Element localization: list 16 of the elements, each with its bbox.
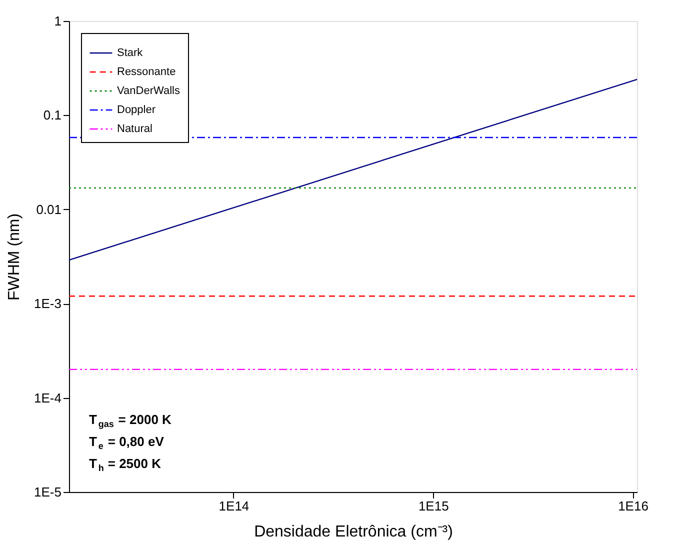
y-tick-label: 0.01 bbox=[36, 202, 62, 217]
y-tick-label: 1 bbox=[54, 14, 62, 28]
x-tick-label: 1E16 bbox=[618, 498, 648, 514]
x-tick-label: 1E14 bbox=[218, 498, 250, 514]
y-tick-label: 0.1 bbox=[43, 108, 62, 123]
legend-label: Ressonante bbox=[117, 66, 176, 78]
y-tick-label: 1E-3 bbox=[34, 296, 62, 312]
x-tick-label: 1E15 bbox=[418, 498, 449, 514]
legend-label: Natural bbox=[117, 123, 152, 135]
y-axis-title: FWHM (nm) bbox=[6, 213, 24, 301]
legend-label: Stark bbox=[117, 47, 144, 59]
legend-label: VanDerWalls bbox=[117, 85, 180, 97]
y-tick-label: 1E-5 bbox=[34, 484, 62, 500]
y-tick-label: 1E-4 bbox=[34, 390, 62, 406]
x-axis-title: Densidade Eletrônica (cm⁻³) bbox=[254, 524, 453, 540]
legend-label: Doppler bbox=[117, 104, 156, 116]
